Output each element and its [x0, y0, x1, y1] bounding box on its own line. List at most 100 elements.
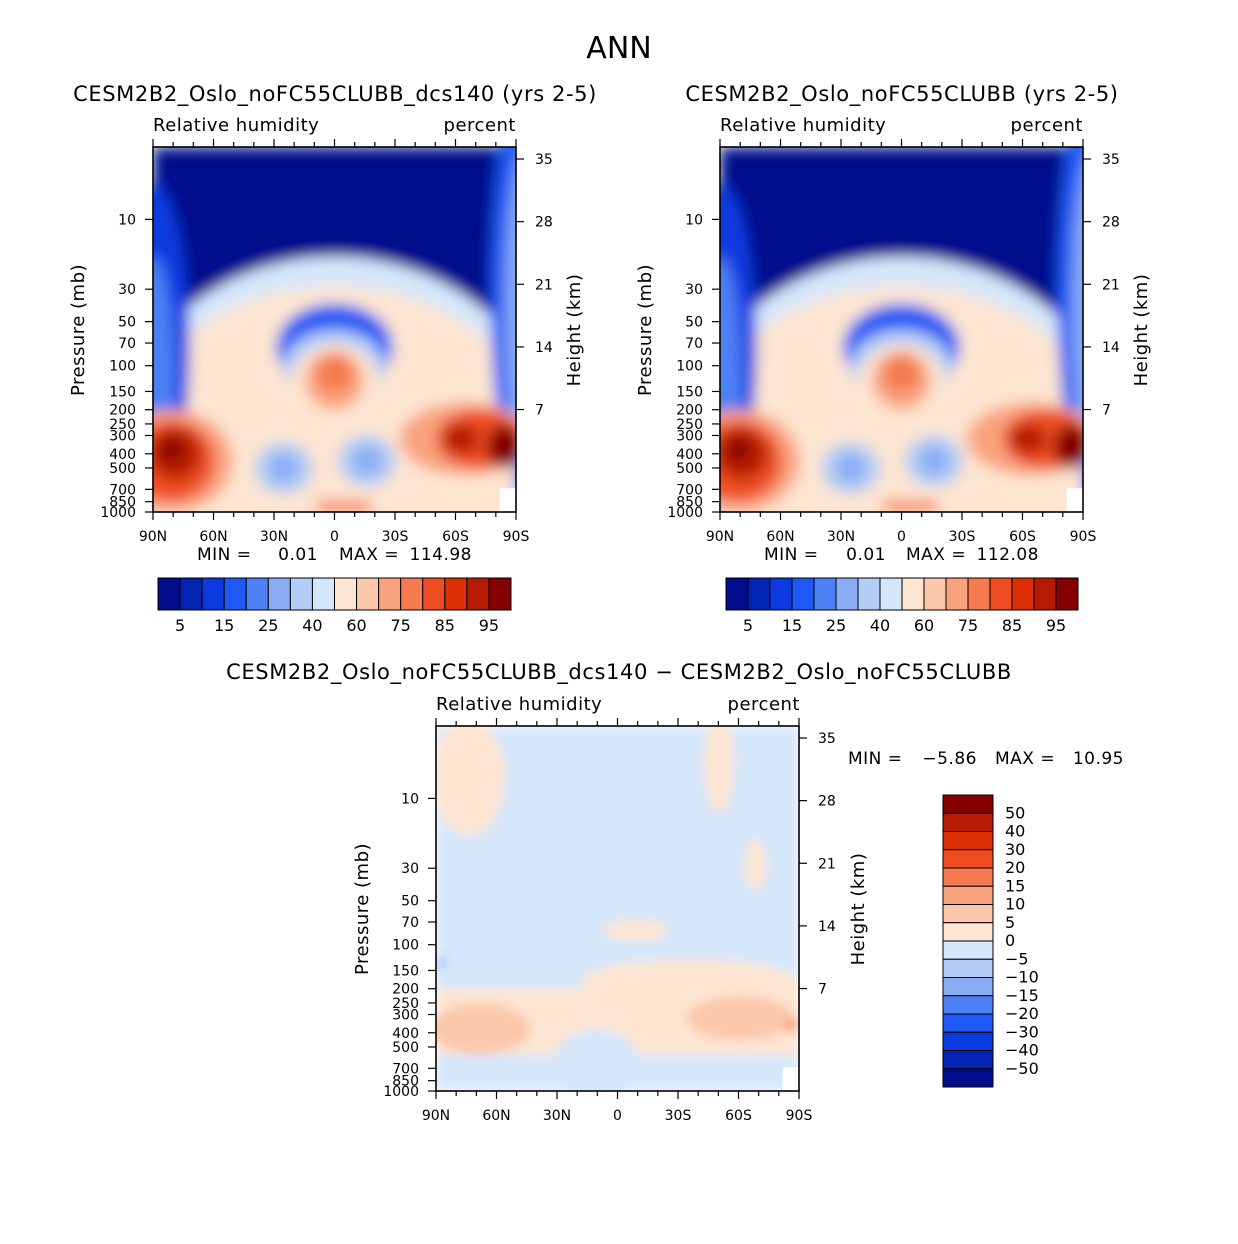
y-right-tick-label: 28 — [1102, 215, 1120, 231]
colorbar-label: 75 — [958, 616, 978, 635]
panel-1: CESM2B2_Oslo_noFC55CLUBB (yrs 2-5) Relat… — [635, 82, 1152, 635]
x-tick-label: 0 — [330, 529, 339, 545]
colorbar-swatch — [942, 867, 994, 887]
panel-0-ylabel-right: Height (km) — [564, 274, 585, 387]
colorbar-swatch — [942, 958, 994, 978]
colorbar-swatch — [942, 995, 994, 1015]
colorbar-label: 85 — [1002, 616, 1022, 635]
colorbar-swatch — [923, 577, 947, 611]
y-tick-label: 850 — [392, 1074, 419, 1090]
colorbar-swatch — [157, 577, 181, 611]
colorbar-swatch — [879, 577, 903, 611]
colorbar-label: 40 — [870, 616, 890, 635]
colorbar-label: 95 — [479, 616, 499, 635]
y-tick-label: 250 — [109, 417, 136, 433]
y-tick-label: 70 — [685, 336, 703, 352]
y-tick-label: 400 — [109, 447, 136, 463]
y-tick-label: 200 — [676, 403, 703, 419]
panel-1-min-value: 0.01 — [846, 545, 886, 565]
panel-2-ylabel: Pressure (mb) — [352, 843, 373, 975]
y-tick-label: 700 — [109, 482, 136, 498]
y-right-tick-label: 21 — [818, 856, 836, 872]
panel-0-max-value: 114.98 — [410, 545, 472, 565]
panel-0-variable: Relative humidity — [153, 115, 319, 136]
colorbar-label: 25 — [826, 616, 846, 635]
colorbar-label: −20 — [1005, 1004, 1039, 1023]
colorbar-label: 75 — [391, 616, 411, 635]
rh-contour-layer — [836, 453, 866, 483]
colorbar-label: −30 — [1005, 1022, 1039, 1041]
panel-2-min-value: −5.86 — [922, 749, 977, 769]
rh-contour-layer — [883, 501, 938, 512]
panel-2-variable: Relative humidity — [436, 694, 602, 715]
y-right-tick-label: 14 — [535, 340, 553, 356]
y-tick-label: 50 — [118, 315, 136, 331]
panel-1-max-label: MAX = — [906, 545, 966, 565]
panel-2-axes: 90N 60N 30N 0 30S 60S 90S103050701001502002503… — [383, 718, 836, 1124]
y-tick-label: 100 — [676, 359, 703, 375]
panel-0-max-label: MAX = — [339, 545, 399, 565]
panel-1-colorbar: 5 15 25 40 60 75 85 95 — [725, 577, 1079, 635]
y-tick-label: 400 — [676, 447, 703, 463]
colorbar-label: 30 — [1005, 840, 1025, 859]
y-right-tick-label: 7 — [818, 982, 827, 998]
y-tick-label: 70 — [401, 915, 419, 931]
x-tick-label: 60S — [725, 1108, 752, 1124]
panel-0-colorbar: 5 15 25 40 60 75 85 95 — [157, 577, 512, 635]
colorbar-swatch — [989, 577, 1013, 611]
x-tick-label: 90N — [706, 529, 734, 545]
y-tick-label: 150 — [109, 384, 136, 400]
y-right-tick-label: 35 — [818, 731, 836, 747]
y-tick-label: 1000 — [667, 505, 703, 521]
y-right-tick-label: 28 — [818, 794, 836, 810]
x-tick-label: 90N — [139, 529, 167, 545]
colorbar-label: 25 — [258, 616, 278, 635]
x-tick-label: 30S — [665, 1108, 692, 1124]
panel-0-axes: 90N 60N 30N 0 30S 60S 90S103050701001502002503… — [100, 139, 553, 545]
colorbar-label: −50 — [1005, 1059, 1039, 1078]
colorbar-swatch — [747, 577, 771, 611]
colorbar-label: 5 — [743, 616, 753, 635]
panel-2-max-value: 10.95 — [1073, 749, 1124, 769]
panel-2: CESM2B2_Oslo_noFC55CLUBB_dcs140 − CESM2B… — [226, 660, 1124, 1124]
y-tick-label: 500 — [109, 461, 136, 477]
colorbar-label: 60 — [346, 616, 366, 635]
y-right-tick-label: 21 — [535, 277, 553, 293]
colorbar-swatch — [945, 577, 969, 611]
y-tick-label: 70 — [118, 336, 136, 352]
colorbar-swatch — [400, 577, 424, 611]
colorbar-label: 95 — [1046, 616, 1066, 635]
page-title: ANN — [586, 31, 651, 66]
panel-0-units: percent — [444, 115, 516, 136]
topography-mask — [1066, 488, 1083, 512]
colorbar-swatch — [311, 577, 335, 611]
colorbar-swatch — [857, 577, 881, 611]
colorbar-swatch — [334, 577, 358, 611]
colorbar-swatch — [942, 940, 994, 960]
panel-1-title: CESM2B2_Oslo_noFC55CLUBB (yrs 2-5) — [685, 82, 1118, 107]
panel-1-units: percent — [1011, 115, 1083, 136]
diff-contour-layer — [686, 996, 796, 1040]
colorbar-swatch — [267, 577, 291, 611]
y-tick-label: 200 — [392, 982, 419, 998]
colorbar-label: 20 — [1005, 858, 1025, 877]
topography-mask — [499, 488, 516, 512]
colorbar-swatch — [942, 977, 994, 997]
rh-contour-layer — [269, 453, 299, 483]
colorbar-swatch — [901, 577, 925, 611]
colorbar-label: 5 — [1005, 913, 1015, 932]
colorbar-swatch — [1055, 577, 1079, 611]
colorbar-label: 5 — [175, 616, 185, 635]
y-tick-label: 300 — [392, 1008, 419, 1024]
colorbar-label: −10 — [1005, 968, 1039, 987]
y-tick-label: 250 — [392, 996, 419, 1012]
y-tick-label: 100 — [392, 938, 419, 954]
panel-2-units: percent — [728, 694, 800, 715]
colorbar-swatch — [942, 922, 994, 942]
y-tick-label: 30 — [118, 282, 136, 298]
panel-2-min-label: MIN = — [848, 749, 903, 769]
colorbar-swatch — [444, 577, 468, 611]
colorbar-label: 15 — [1005, 876, 1025, 895]
diff-contour-layer — [436, 955, 447, 971]
